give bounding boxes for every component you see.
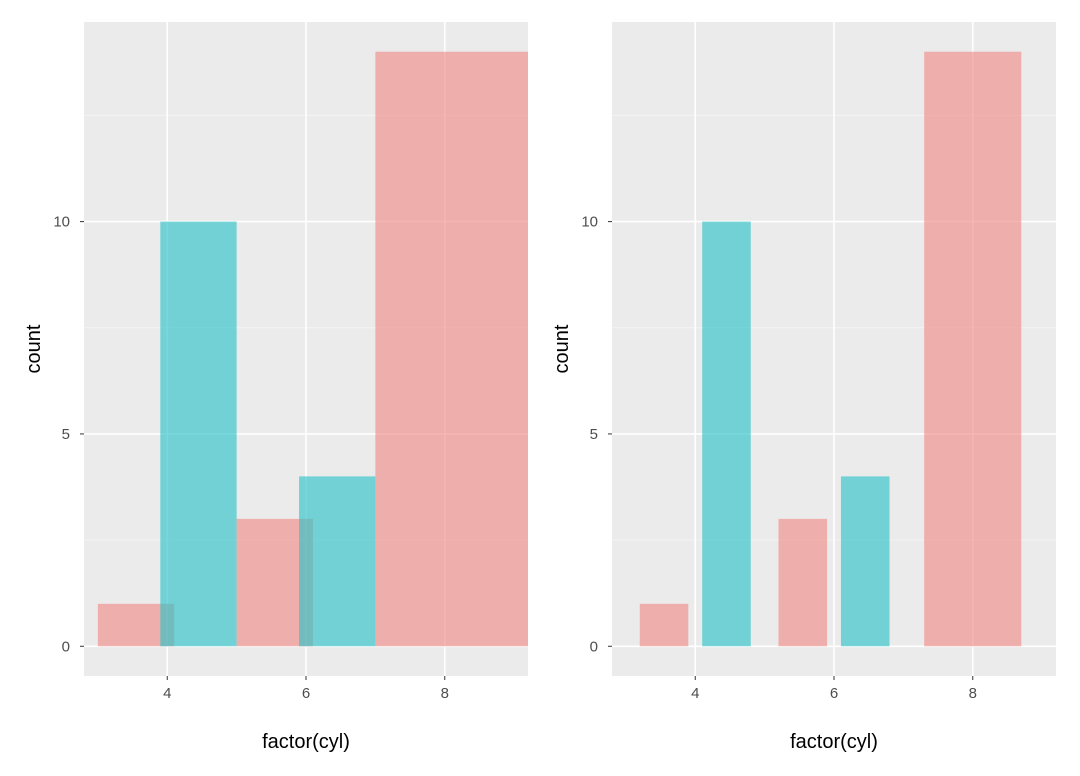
x-tick-label: 4 <box>163 685 171 702</box>
chart-panel-right: 0 5 10 4 6 8 factor(cyl) count <box>551 22 1056 753</box>
bar-pink-0 <box>639 603 689 647</box>
x-tick-label: 8 <box>969 685 977 702</box>
y-axis-title: count <box>551 324 573 373</box>
y-tick-label: 5 <box>62 426 70 443</box>
x-tick-label: 6 <box>302 685 310 702</box>
bar-teal-1 <box>160 221 237 647</box>
bar-pink-2 <box>778 518 828 647</box>
y-tick-label: 10 <box>581 214 598 231</box>
y-tick-label: 0 <box>62 638 70 655</box>
chart-panel-left: 0 5 10 4 6 8 factor(cyl) count <box>23 22 528 753</box>
x-axis-title: factor(cyl) <box>262 731 350 753</box>
bar-pink-4 <box>924 51 1022 647</box>
x-axis-title: factor(cyl) <box>790 731 878 753</box>
bar-teal-3 <box>840 476 890 647</box>
y-tick-label: 0 <box>590 638 598 655</box>
x-tick-label: 6 <box>830 685 838 702</box>
x-tick-label: 8 <box>441 685 449 702</box>
bar-teal-3 <box>299 476 376 647</box>
bar-pink-4 <box>375 51 528 647</box>
x-tick-label: 4 <box>691 685 699 702</box>
y-axis-title: count <box>23 324 45 373</box>
bar-teal-1 <box>702 221 751 647</box>
y-tick-label: 5 <box>590 426 598 443</box>
y-tick-label: 10 <box>53 214 70 231</box>
